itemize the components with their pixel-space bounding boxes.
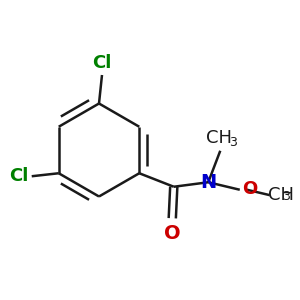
Text: O: O [164, 224, 181, 243]
Text: Cl: Cl [92, 54, 112, 72]
Text: 3: 3 [229, 136, 237, 149]
Text: N: N [200, 173, 216, 192]
Text: O: O [242, 180, 257, 198]
Text: CH: CH [268, 185, 294, 203]
Text: CH: CH [206, 129, 232, 147]
Text: 3: 3 [282, 190, 290, 203]
Text: Cl: Cl [9, 167, 29, 185]
